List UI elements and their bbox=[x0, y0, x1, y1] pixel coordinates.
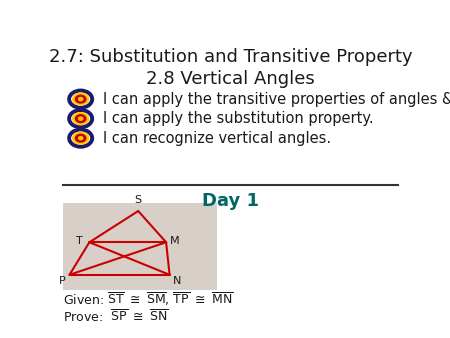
Circle shape bbox=[76, 134, 86, 142]
Text: Day 1: Day 1 bbox=[202, 192, 259, 210]
Text: P: P bbox=[58, 276, 65, 286]
Text: I can recognize vertical angles.: I can recognize vertical angles. bbox=[104, 131, 332, 146]
Circle shape bbox=[72, 113, 89, 125]
Circle shape bbox=[76, 95, 86, 103]
Text: M: M bbox=[170, 236, 180, 246]
Text: 2.7: Substitution and Transitive Property: 2.7: Substitution and Transitive Propert… bbox=[49, 48, 413, 66]
Text: Given: $\overline{\mathrm{ST}}$ $\cong$ $\overline{\mathrm{SM}}$, $\overline{\ma: Given: $\overline{\mathrm{ST}}$ $\cong$ … bbox=[63, 291, 234, 308]
Text: 2.8 Vertical Angles: 2.8 Vertical Angles bbox=[146, 71, 315, 89]
Text: S: S bbox=[135, 195, 142, 205]
Text: Prove:  $\overline{\mathrm{SP}}$ $\cong$ $\overline{\mathrm{SN}}$: Prove: $\overline{\mathrm{SP}}$ $\cong$ … bbox=[63, 309, 169, 325]
FancyBboxPatch shape bbox=[63, 203, 217, 290]
Circle shape bbox=[79, 98, 83, 101]
Circle shape bbox=[72, 93, 89, 105]
Circle shape bbox=[76, 115, 86, 123]
Text: I can apply the substitution property.: I can apply the substitution property. bbox=[104, 111, 374, 126]
Circle shape bbox=[72, 132, 89, 144]
Circle shape bbox=[79, 137, 83, 140]
Circle shape bbox=[79, 117, 83, 120]
Text: N: N bbox=[172, 276, 181, 286]
Text: T: T bbox=[76, 236, 83, 246]
Text: I can apply the transitive properties of angles & segments.: I can apply the transitive properties of… bbox=[104, 92, 450, 106]
